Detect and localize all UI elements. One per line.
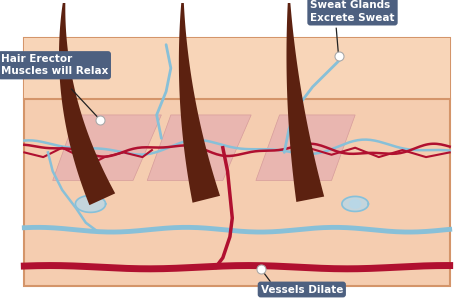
Polygon shape <box>342 196 368 211</box>
Polygon shape <box>179 0 220 203</box>
Text: Sweat Glands
Excrete Sweat: Sweat Glands Excrete Sweat <box>310 0 395 23</box>
Polygon shape <box>147 115 251 181</box>
Polygon shape <box>53 115 161 181</box>
Polygon shape <box>256 115 355 181</box>
FancyBboxPatch shape <box>24 38 450 286</box>
Polygon shape <box>75 195 106 212</box>
Polygon shape <box>286 0 324 202</box>
Text: Vessels Dilate: Vessels Dilate <box>261 285 343 295</box>
Polygon shape <box>349 200 361 208</box>
Text: Hair Erector
Muscles will Relax: Hair Erector Muscles will Relax <box>0 54 108 76</box>
Polygon shape <box>59 0 115 205</box>
FancyBboxPatch shape <box>24 38 450 98</box>
